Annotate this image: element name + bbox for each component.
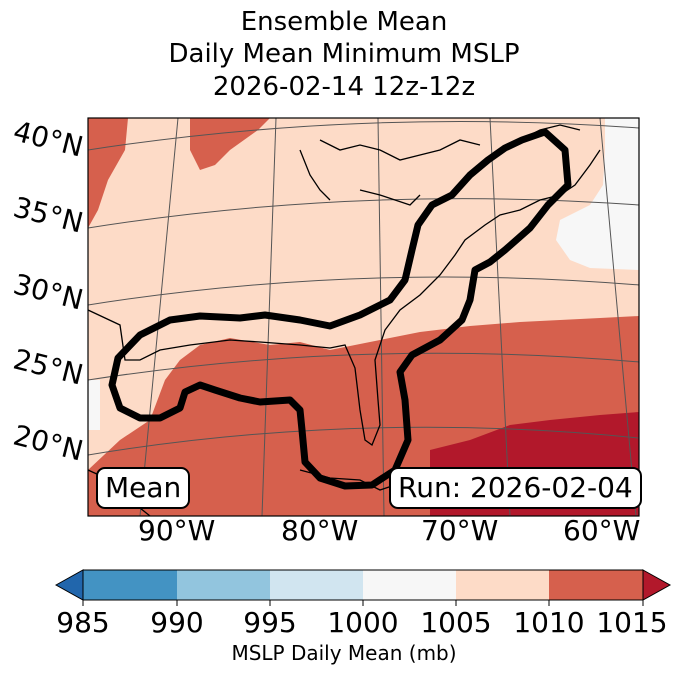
colorbar (54, 569, 672, 606)
title-line-1: Ensemble Mean (240, 7, 448, 37)
colorbar-bin-1005-1010 (456, 570, 549, 600)
title-line-2: Daily Mean Minimum MSLP (168, 39, 520, 69)
colorbar-bin-1010-1015 (549, 570, 643, 600)
graticule (88, 118, 639, 516)
colorbar-tick-995: 995 (243, 606, 297, 639)
field-1000-1005-w (88, 380, 100, 430)
lon-label-80: 80°W (281, 514, 359, 547)
colorbar-tick-985: 985 (56, 606, 110, 639)
run-date-box: Run: 2026-02-04 (389, 467, 642, 509)
map-border (87, 117, 640, 517)
mslp-contour (108, 128, 572, 490)
colorbar-tick-1015: 1015 (596, 606, 668, 639)
colorbar-extend-high (642, 569, 672, 601)
colorbar-bin-985-990 (83, 570, 177, 600)
title-line-3: 2026-02-14 12z-12z (212, 72, 476, 102)
colorbar-label: MSLP Daily Mean (mb) (231, 641, 457, 665)
lon-label-60: 60°W (563, 514, 641, 547)
lon-label-90: 90°W (138, 514, 216, 547)
colorbar-tick-990: 990 (150, 606, 204, 639)
colorbar-tick-1005: 1005 (420, 606, 492, 639)
colorbar-bin-995-1000 (270, 570, 363, 600)
lon-label-70: 70°W (421, 514, 499, 547)
map-area (88, 118, 639, 516)
colorbar-bin-1000-1005 (363, 570, 456, 600)
colorbar-bin-990-995 (177, 570, 270, 600)
colorbar-extend-low (54, 569, 84, 601)
field-1000-1005-ne (556, 118, 639, 270)
mean-label-box: Mean (96, 467, 191, 509)
colorbar-tick-1000: 1000 (327, 606, 399, 639)
colorbar-tick-1010: 1010 (513, 606, 585, 639)
